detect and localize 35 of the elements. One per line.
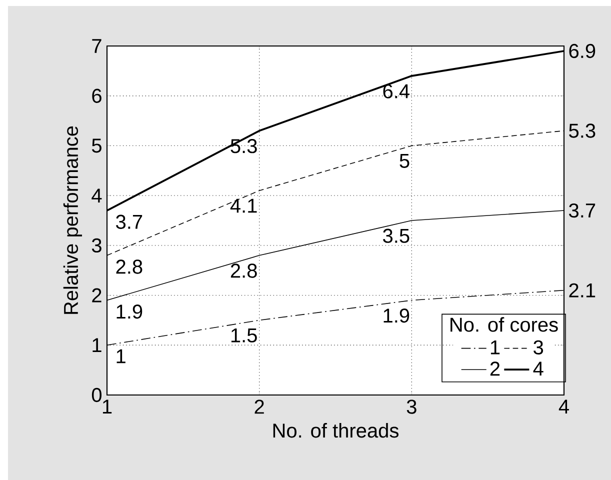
data-label: 6.9 [569,44,596,58]
x-tick-label: 1 [102,400,112,414]
data-label: 1.9 [116,304,142,319]
data-label: 5.3 [569,124,596,138]
data-label: 2.8 [116,260,142,274]
legend-label: 4 [533,362,544,376]
y-axis-title: Relative performance [63,126,82,314]
y-tick-label: 1 [92,338,102,352]
data-label: 5.3 [230,139,257,154]
data-label: 4.1 [230,198,257,213]
x-axis-title: No. of threads [273,423,398,438]
y-tick-label: 6 [92,88,102,103]
data-label: 1.5 [231,328,257,342]
legend-label: 2 [490,362,500,376]
data-label: 3.7 [116,214,142,229]
data-label: 5 [400,154,410,168]
y-tick-label: 5 [92,138,102,153]
x-tick-label: 3 [406,400,416,414]
x-tick-label: 2 [254,400,264,414]
legend-label: 3 [534,340,544,354]
y-tick-label: 2 [92,288,102,302]
legend-label: 1 [490,340,500,354]
y-tick-label: 3 [92,238,102,253]
data-label: 6.4 [383,84,410,98]
data-label: 3.5 [383,228,410,243]
y-tick-label: 4 [92,188,102,202]
data-label: 2.8 [230,264,257,278]
data-label: 2.1 [569,283,596,298]
y-tick-label: 7 [92,39,102,53]
data-label: 1.9 [384,308,410,323]
legend-title: No. of cores [450,317,558,332]
y-tick-label: 0 [92,388,102,402]
x-tick-label: 4 [558,400,569,414]
data-label: 3.7 [569,203,596,218]
data-label: 1 [116,349,126,364]
